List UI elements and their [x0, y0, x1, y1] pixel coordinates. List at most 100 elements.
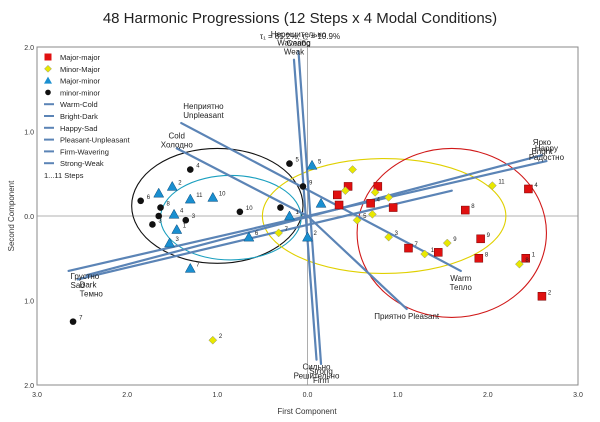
point-step-label: 5 — [318, 159, 322, 165]
point-major-minor — [168, 208, 180, 219]
point-step-label: 10 — [246, 206, 253, 212]
point-major-major — [433, 248, 443, 257]
y-tick-label: 2.0 — [24, 45, 34, 52]
x-axis-label: First Component — [277, 407, 337, 416]
legend-marker — [44, 64, 52, 73]
point-major-minor — [171, 224, 183, 234]
y-tick-label: 2.0 — [24, 383, 34, 390]
point-minor-minor — [182, 216, 190, 224]
point-major-major — [524, 184, 533, 194]
legend-label: Warm-Cold — [60, 100, 98, 109]
point-step-label: 11 — [196, 193, 203, 199]
point-step-label: 4 — [196, 164, 200, 170]
point-major-major — [404, 243, 413, 253]
legend-label: minor-minor — [60, 88, 101, 97]
point-step-label: 8 — [167, 202, 171, 208]
point-major-minor — [207, 191, 219, 202]
point-major-major — [537, 292, 547, 301]
point-step-label: 7 — [196, 262, 200, 268]
point-step-label: 8 — [485, 252, 489, 258]
point-minor-major — [370, 187, 380, 197]
point-major-minor — [302, 231, 313, 242]
point-major-major — [521, 254, 530, 263]
point-step-label: 7 — [414, 242, 418, 248]
y-tick-label: 1.0 — [24, 299, 34, 306]
vector-label-end: Cold Холодно — [161, 131, 194, 149]
point-minor-minor — [69, 318, 77, 325]
group-ellipse — [356, 147, 547, 318]
legend-label: Strong-Weak — [60, 159, 104, 168]
point-minor-major — [420, 249, 430, 259]
point-minor-major — [341, 186, 350, 196]
point-major-minor — [243, 231, 255, 242]
point-major-minor — [153, 187, 165, 198]
point-step-label: 11 — [498, 180, 505, 186]
point-step-label: 7 — [285, 227, 289, 233]
vector-label-start: Нерешительно Слабо — [271, 30, 327, 48]
vector-label-start: Wavering Weak — [277, 39, 311, 57]
point-minor-major — [274, 228, 284, 238]
y-tick-label: 0.0 — [24, 214, 34, 221]
vector-line — [175, 147, 309, 218]
point-step-label: 4 — [180, 208, 184, 214]
point-minor-major — [208, 335, 218, 345]
point-step-label: 9 — [487, 233, 491, 239]
point-step-label: 2 — [219, 334, 223, 340]
point-step-label: 7 — [79, 316, 83, 322]
point-step-label: 2 — [314, 231, 318, 237]
point-major-minor — [315, 197, 327, 208]
vector-label-end: Strong Firm — [309, 367, 333, 385]
point-minor-major — [368, 209, 377, 219]
y-tick-label: 1.0 — [24, 130, 34, 137]
legend-note: 1...11 Steps — [44, 171, 84, 180]
point-step-label: 2 — [178, 180, 182, 186]
vector-label-start: Dark Темно — [80, 280, 104, 298]
point-step-label: 1 — [431, 248, 435, 254]
point-step-label: 1 — [183, 224, 187, 230]
vector-label-end: Ярко Bright — [531, 138, 553, 156]
point-step-label: 6 — [255, 231, 259, 237]
point-minor-minor — [186, 166, 194, 173]
point-step-label: 1 — [295, 210, 299, 216]
point-step-label: 6 — [147, 195, 151, 201]
vector-line — [297, 50, 323, 365]
point-minor-major — [384, 193, 394, 202]
vector-label-start: Неприятно Unpleasant — [183, 102, 224, 120]
point-major-major — [388, 203, 398, 212]
point-step-label: 8 — [525, 258, 529, 264]
x-tick-label: 2.0 — [122, 392, 132, 399]
point-step-label: 4 — [377, 197, 381, 203]
legend-label: Pleasant-Unpleasant — [60, 136, 131, 145]
x-tick-label: 0.0 — [303, 392, 313, 399]
point-step-label: 3 — [176, 237, 180, 243]
group-ellipse — [261, 157, 507, 275]
x-tick-label: 2.0 — [483, 392, 493, 399]
chart-title: 48 Harmonic Progressions (12 Steps x 4 M… — [103, 10, 497, 27]
vector-label-end: Happy Радостно — [529, 144, 565, 162]
point-step-label: 9 — [453, 237, 457, 243]
point-minor-major — [352, 215, 362, 225]
x-tick-label: 3.0 — [32, 392, 42, 399]
point-minor-minor — [286, 160, 293, 167]
legend: Major-major Minor-Major Major-minor minor-m… — [44, 53, 131, 180]
point-major-minor — [184, 262, 196, 273]
point-step-label: 3 — [158, 218, 162, 224]
vector-line — [306, 214, 408, 311]
point-step-label: 4 — [534, 183, 538, 189]
point-minor-major — [515, 259, 524, 269]
point-major-minor — [306, 159, 318, 170]
point-minor-minor — [149, 221, 156, 228]
x-tick-label: 1.0 — [212, 392, 222, 399]
chart-subtitle: τ₁ = 85.2%, τ₂ = 10.9% — [260, 32, 340, 41]
legend-label: Minor-Major — [60, 65, 101, 74]
point-step-label: 5 — [295, 158, 299, 164]
point-minor-major — [442, 238, 452, 248]
x-tick-label: 3.0 — [573, 392, 583, 399]
legend-marker — [45, 89, 51, 96]
point-major-minor — [166, 180, 178, 191]
legend-label: Major-major — [60, 53, 101, 62]
point-major-major — [461, 205, 470, 215]
point-step-label: 8 — [471, 204, 475, 210]
point-major-minor — [164, 237, 175, 248]
vector-line — [180, 121, 462, 273]
